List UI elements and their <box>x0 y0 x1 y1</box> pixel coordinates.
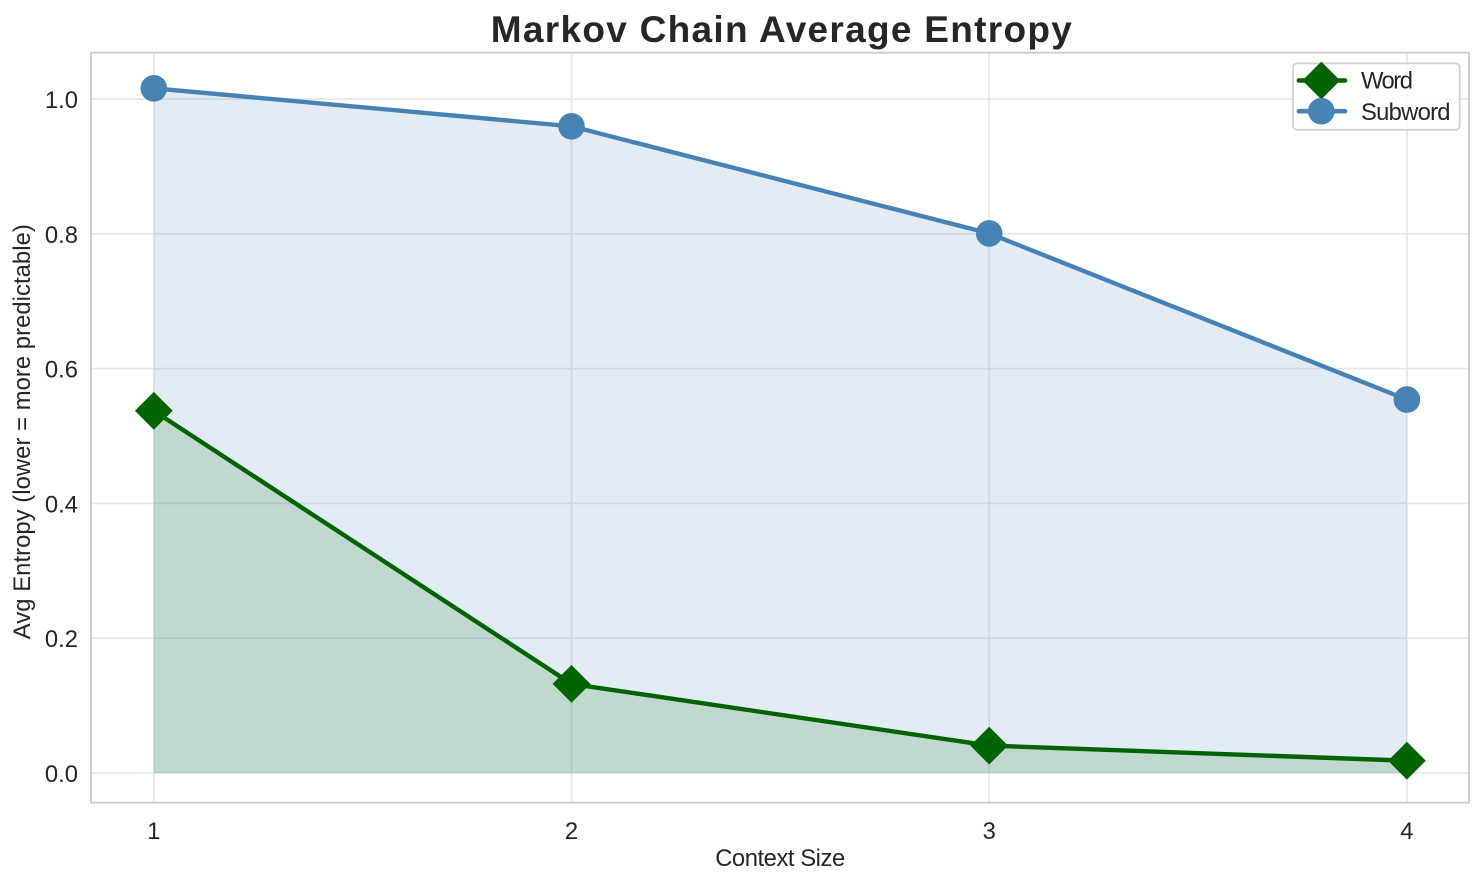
svg-text:Avg Entropy (lower = more pred: Avg Entropy (lower = more predictable) <box>9 224 36 639</box>
svg-text:Context Size: Context Size <box>715 845 845 872</box>
svg-text:2: 2 <box>565 818 578 845</box>
svg-text:4: 4 <box>1400 818 1413 845</box>
svg-text:0.8: 0.8 <box>45 222 78 249</box>
svg-text:3: 3 <box>983 818 996 845</box>
svg-text:0.4: 0.4 <box>45 491 78 518</box>
svg-text:1: 1 <box>147 818 160 845</box>
svg-text:Subword: Subword <box>1361 99 1451 126</box>
svg-text:0.2: 0.2 <box>45 626 78 653</box>
svg-text:Word: Word <box>1361 67 1413 94</box>
svg-text:1.0: 1.0 <box>45 87 78 114</box>
svg-text:0.6: 0.6 <box>45 357 78 384</box>
svg-text:0.0: 0.0 <box>45 761 78 788</box>
svg-text:Markov Chain Average Entropy: Markov Chain Average Entropy <box>491 9 1072 50</box>
